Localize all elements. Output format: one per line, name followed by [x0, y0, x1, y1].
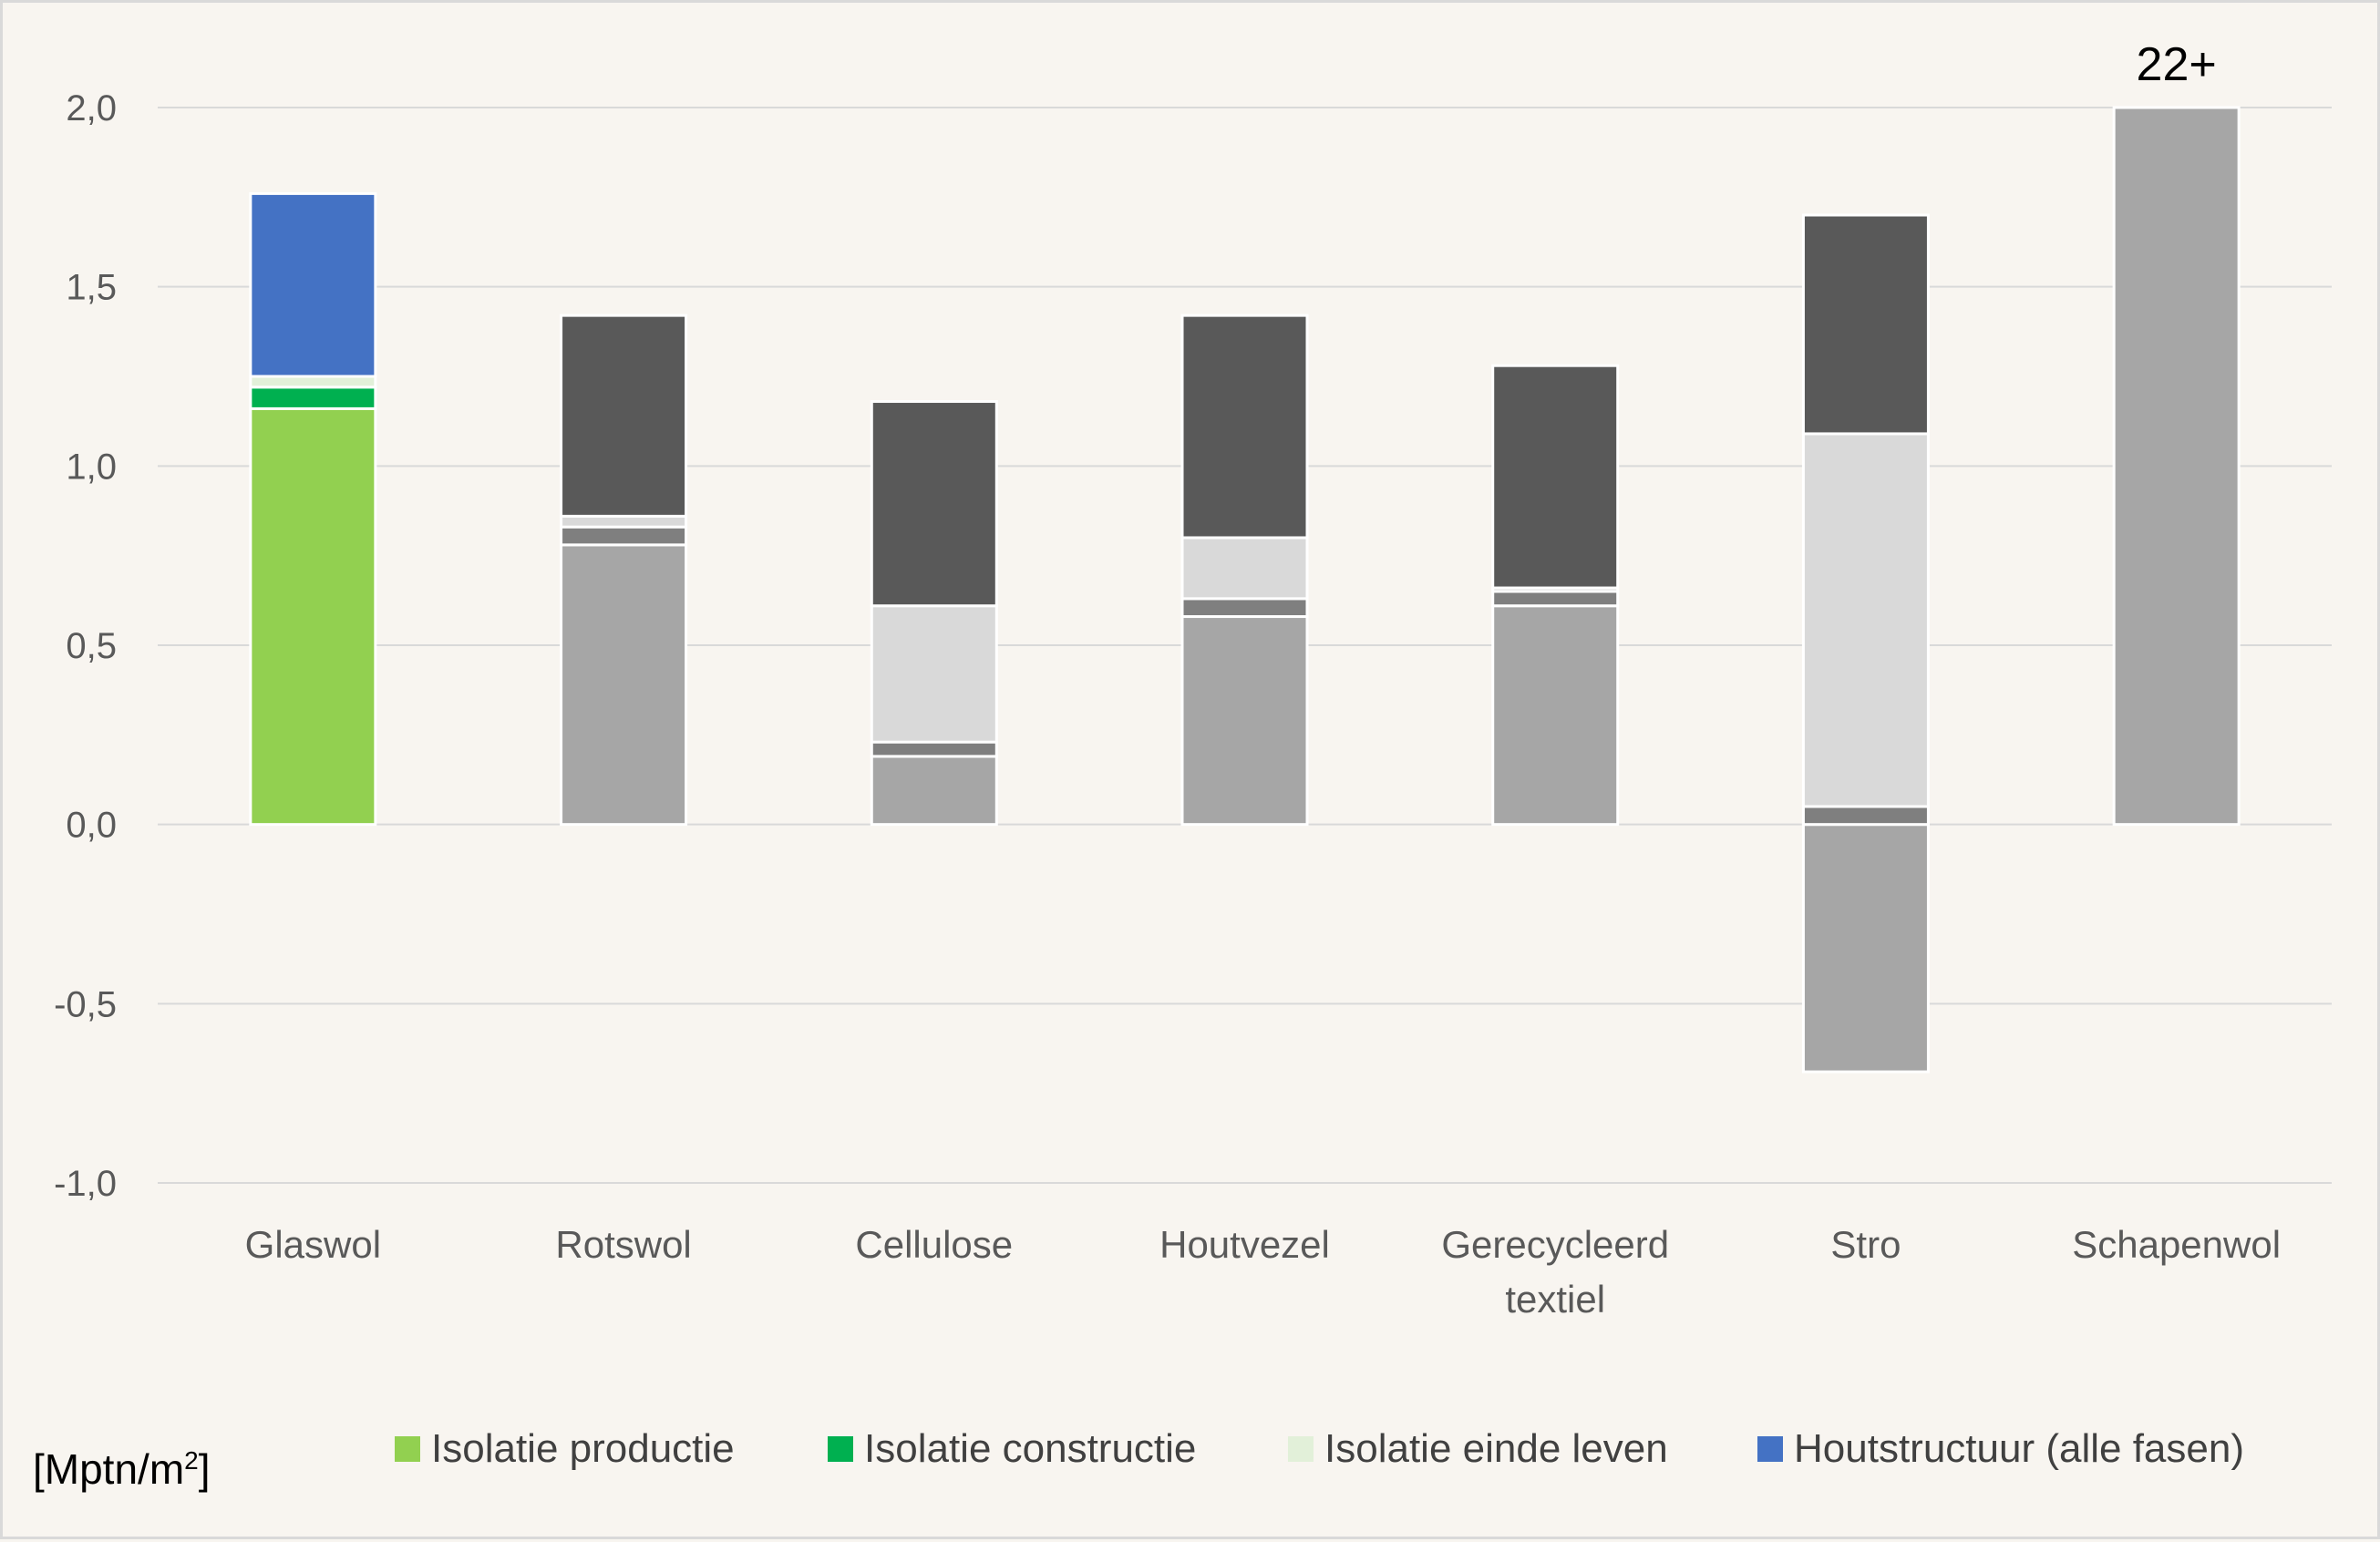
bars — [249, 106, 2241, 1074]
bar-segment — [1180, 314, 1309, 540]
bar-segment — [1491, 590, 1620, 608]
category-label: Cellulose — [855, 1223, 1013, 1266]
bar-segment — [1801, 213, 1930, 436]
unit-label: [Mptn/m2] — [33, 1445, 211, 1493]
legend-label: Houtstructuur (alle fasen) — [1794, 1426, 2244, 1471]
bar-segment — [249, 406, 377, 827]
unit-label-close: ] — [199, 1445, 211, 1493]
bar-segment — [870, 604, 998, 744]
y-axis: 2,0 1,5 1,0 0,5 0,0 -0,5 -1,0 — [54, 88, 117, 1204]
bar-segment — [1180, 615, 1309, 827]
bar-segment — [870, 755, 998, 827]
bar-segment — [2112, 106, 2241, 827]
bar-annotation: 22+ — [2137, 38, 2217, 91]
legend-swatch — [395, 1436, 420, 1462]
bar-segment — [1491, 364, 1620, 590]
bar-segment — [1180, 536, 1309, 601]
legend-swatch — [828, 1436, 853, 1462]
category-label: Glaswol — [245, 1223, 381, 1266]
legend-label: Isolatie constructie — [864, 1426, 1196, 1471]
annotations: 22+ — [2137, 38, 2217, 91]
category-label: Gerecycleerd — [1441, 1223, 1669, 1266]
y-tick-label: 2,0 — [66, 88, 117, 128]
bar-segment — [1801, 432, 1930, 808]
chart-canvas: 2,0 1,5 1,0 0,5 0,0 -0,5 -1,0 Glaswol Rotswol Ce… — [33, 38, 2332, 1493]
bar-segment — [1180, 597, 1309, 619]
legend: Isolatie productie Isolatie constructie Is… — [395, 1426, 2244, 1471]
bar-segment — [1801, 805, 1930, 827]
category-label: Rotswol — [555, 1223, 691, 1266]
bar-segment — [560, 314, 688, 518]
bar-segment — [249, 191, 377, 378]
legend-swatch — [1757, 1436, 1783, 1462]
y-tick-label: -0,5 — [54, 984, 117, 1024]
y-tick-label: 0,5 — [66, 626, 117, 666]
bar-segment — [249, 375, 377, 389]
category-label: Schapenwol — [2072, 1223, 2281, 1266]
bar-segment — [870, 740, 998, 758]
bar-segment — [1801, 823, 1930, 1074]
unit-label-text: [Mptn/m — [33, 1445, 184, 1493]
category-label: textiel — [1505, 1278, 1605, 1321]
category-label: Houtvezel — [1159, 1223, 1330, 1266]
y-tick-label: -1,0 — [54, 1164, 117, 1204]
bar-segment — [560, 543, 688, 827]
legend-swatch — [1288, 1436, 1314, 1462]
legend-label: Isolatie einde leven — [1324, 1426, 1668, 1471]
bar-segment — [249, 386, 377, 410]
bar-segment — [1491, 604, 1620, 827]
y-tick-label: 1,0 — [66, 447, 117, 487]
y-tick-label: 1,5 — [66, 268, 117, 308]
category-label: Stro — [1830, 1223, 1901, 1266]
x-axis: Glaswol Rotswol Cellulose Houtvezel Gerecycl… — [245, 1223, 2281, 1321]
y-tick-label: 0,0 — [66, 806, 117, 846]
bar-segment — [560, 525, 688, 547]
unit-label-sup: 2 — [184, 1446, 199, 1475]
legend-label: Isolatie productie — [431, 1426, 735, 1471]
bar-segment — [870, 400, 998, 608]
bar-segment — [560, 514, 688, 529]
